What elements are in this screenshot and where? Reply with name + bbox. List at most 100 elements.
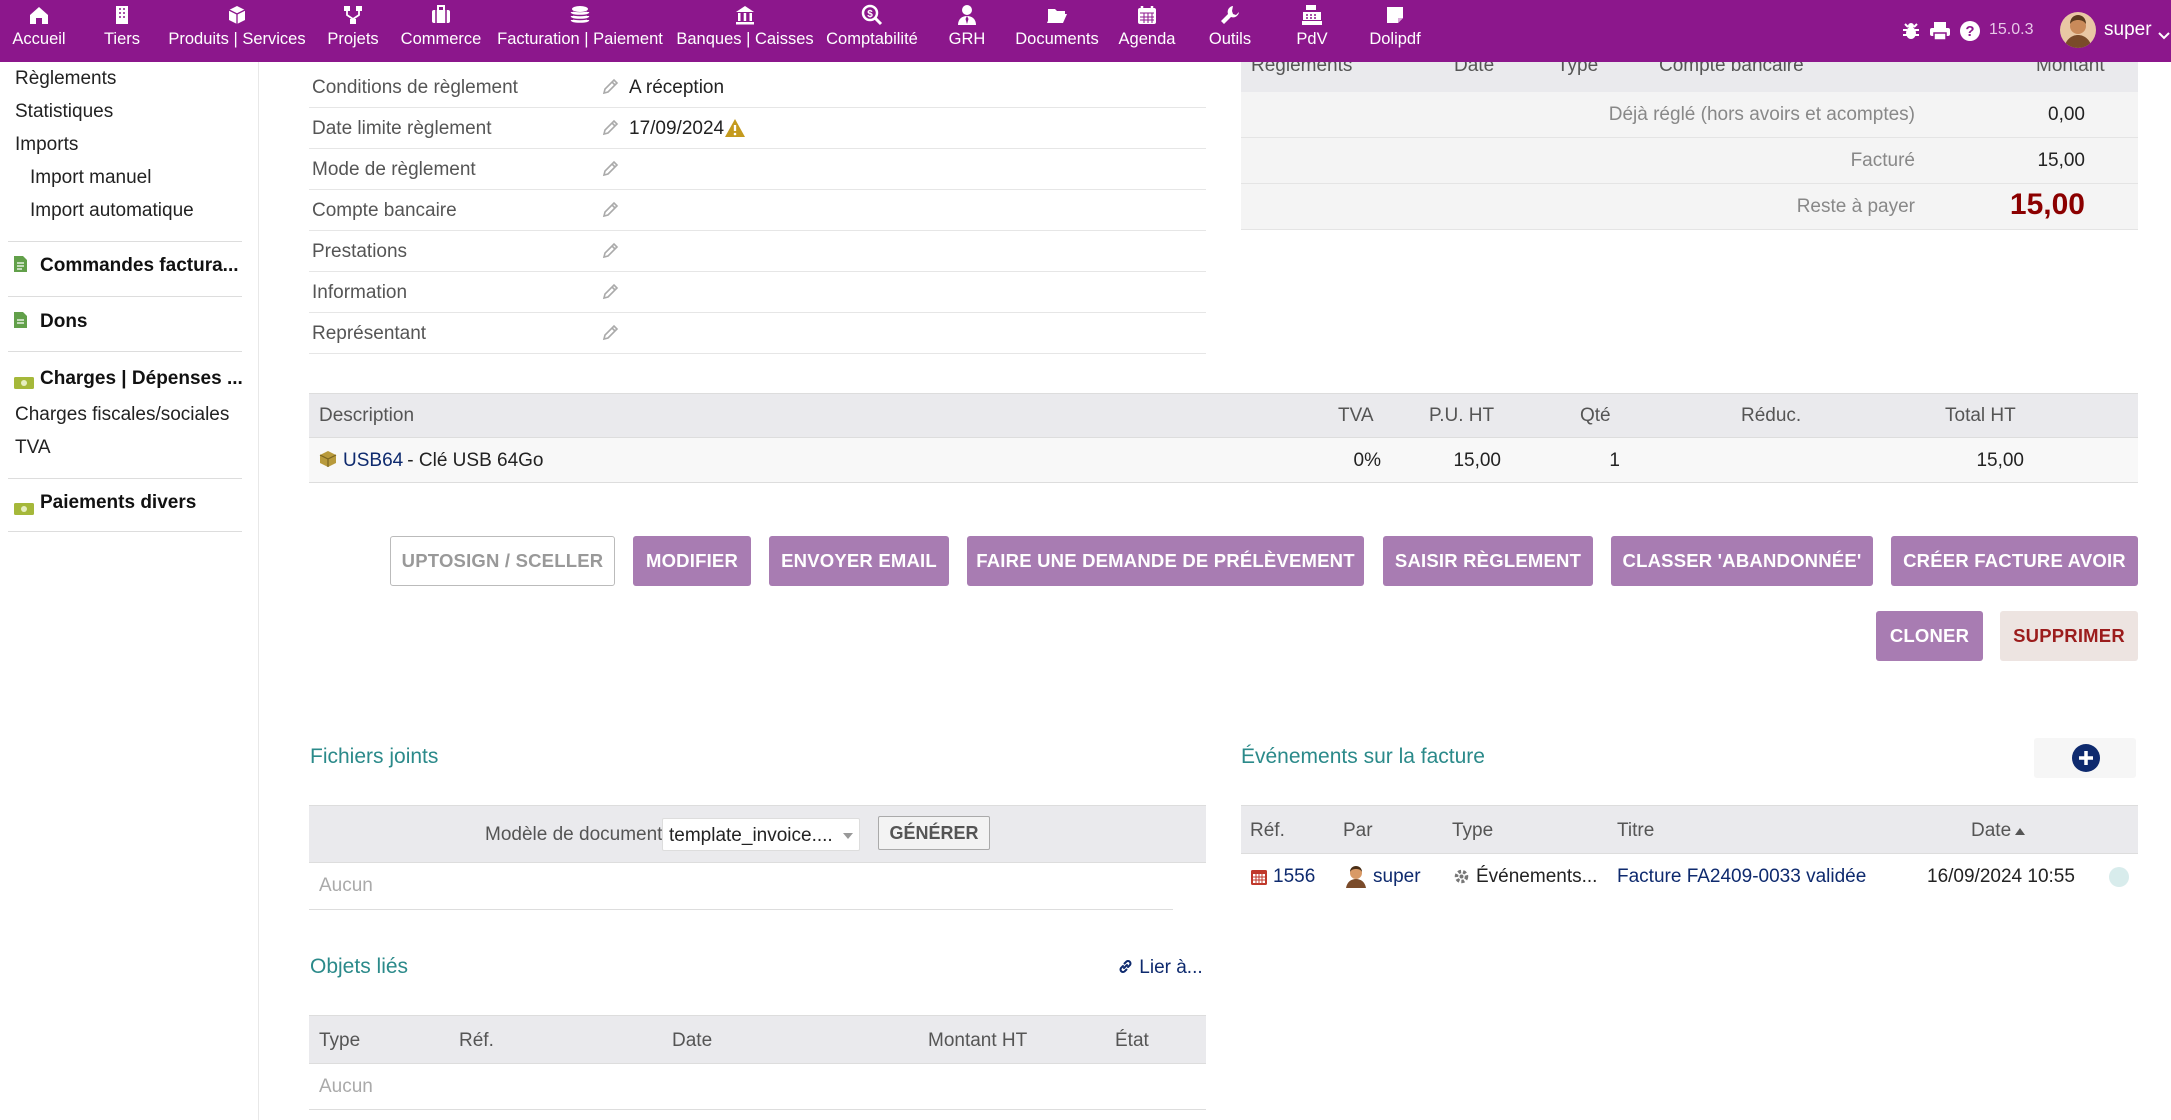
top-menu-item-outils[interactable]: Outils xyxy=(1120,4,1340,49)
lines-col-description: Description xyxy=(319,405,415,426)
sort-asc-icon[interactable] xyxy=(2015,828,2025,835)
product-ref-link[interactable]: USB64 xyxy=(343,450,404,471)
lier-a-text[interactable]: Lier à... xyxy=(1139,957,1203,978)
top-menu-label: Produits | Services xyxy=(168,30,306,48)
home-icon xyxy=(28,4,50,26)
field-row: Compte bancaire xyxy=(309,190,1206,231)
saisir-reglement-button[interactable]: SAISIR RÈGLEMENT xyxy=(1383,536,1593,586)
edit-pencil-icon[interactable] xyxy=(601,119,619,137)
edit-pencil-icon[interactable] xyxy=(601,283,619,301)
top-menu-label: Commerce xyxy=(400,30,482,48)
top-menu-item-banques-caisses[interactable]: Banques | Caisses xyxy=(635,4,855,49)
cloner-button[interactable]: CLONER xyxy=(1876,611,1983,661)
top-menu-label: Documents xyxy=(1015,30,1099,48)
event-user-link[interactable]: super xyxy=(1373,866,1421,887)
add-event-button[interactable] xyxy=(2034,738,2136,778)
creer-avoir-button[interactable]: CRÉER FACTURE AVOIR xyxy=(1891,536,2138,586)
field-row: Information xyxy=(309,272,1206,313)
events-col-ref[interactable]: Réf. xyxy=(1250,820,1285,841)
top-menu-item-pdv[interactable]: PdV xyxy=(1202,4,1422,49)
reste-a-payer-label: Reste à payer xyxy=(1796,196,1915,217)
sidebar-section-charges[interactable]: Charges | Dépenses ... xyxy=(40,368,243,389)
lines-col-pu: P.U. HT xyxy=(1429,405,1495,426)
edit-pencil-icon[interactable] xyxy=(601,242,619,260)
edit-pencil-icon[interactable] xyxy=(601,78,619,96)
top-menu-item-commerce[interactable]: Commerce xyxy=(331,4,551,49)
top-menu-item-facturation-paiement[interactable]: Facturation | Paiement xyxy=(470,4,690,49)
top-menu-item-projets[interactable]: Projets xyxy=(243,4,463,49)
calendar-icon xyxy=(1136,4,1158,26)
top-menu-bar: Accueil Tiers Produits | Services Projets Co… xyxy=(0,0,2171,62)
edit-pencil-icon[interactable] xyxy=(601,160,619,178)
sidebar-divider xyxy=(8,478,242,479)
sidebar-item-statistiques[interactable]: Statistiques xyxy=(15,101,114,122)
events-col-type[interactable]: Type xyxy=(1452,820,1494,841)
demande-prelevement-button[interactable]: FAIRE UNE DEMANDE DE PRÉLÈVEMENT xyxy=(967,536,1364,586)
envoyer-email-button[interactable]: ENVOYER EMAIL xyxy=(769,536,949,586)
sidebar-item-import-manuel[interactable]: Import manuel xyxy=(30,167,152,188)
sidebar-section-dons[interactable]: Dons xyxy=(40,311,88,332)
classer-abandonnee-button[interactable]: CLASSER 'ABANDONNÉE' xyxy=(1611,536,1873,586)
top-menu-item-tiers[interactable]: Tiers xyxy=(12,4,232,49)
model-select[interactable]: template_invoice.... xyxy=(662,818,860,851)
svg-text:?: ? xyxy=(1965,23,1974,40)
calendar-icon xyxy=(1251,868,1267,891)
suitcase-icon xyxy=(430,4,452,26)
chevron-down-icon[interactable] xyxy=(2158,25,2170,40)
sidebar-section-paiements-divers[interactable]: Paiements divers xyxy=(40,492,197,513)
top-menu-item-dolipdf[interactable]: Dolipdf xyxy=(1285,4,1505,49)
top-menu-label: Facturation | Paiement xyxy=(497,30,663,48)
money-bill-icon xyxy=(14,373,34,389)
cash-register-icon xyxy=(1301,4,1323,26)
uptosign-button[interactable]: UPTOSIGN / SCELLER xyxy=(390,536,615,586)
generer-button[interactable]: GÉNÉRER xyxy=(878,816,990,850)
top-menu-label: PdV xyxy=(1296,30,1328,48)
payment-summary-row: Reste à payer 15,00 xyxy=(1241,184,2138,230)
events-col-titre[interactable]: Titre xyxy=(1617,820,1655,841)
sidebar-item-tva[interactable]: TVA xyxy=(15,437,51,458)
evenements-title: Événements sur la facture xyxy=(1241,745,1485,768)
files-empty-text: Aucun xyxy=(319,875,373,896)
events-col-par[interactable]: Par xyxy=(1343,820,1373,841)
sticky-note-icon xyxy=(1384,4,1406,26)
top-menu-label: Banques | Caisses xyxy=(676,30,814,48)
top-menu-item-comptabilit[interactable]: $ Comptabilité xyxy=(762,4,982,49)
events-col-date[interactable]: Date xyxy=(1971,820,2012,841)
svg-text:$: $ xyxy=(867,9,873,20)
help-icon[interactable]: ? xyxy=(1959,20,1981,42)
top-menu-item-documents[interactable]: Documents xyxy=(947,4,1167,49)
print-icon[interactable] xyxy=(1929,21,1951,41)
username-menu[interactable]: super xyxy=(2104,19,2152,40)
top-menu-item-accueil[interactable]: Accueil xyxy=(0,4,149,49)
modifier-button[interactable]: MODIFIER xyxy=(633,536,751,586)
event-ref-link[interactable]: 1556 xyxy=(1273,866,1316,887)
edit-pencil-icon[interactable] xyxy=(601,324,619,342)
top-menu-label: GRH xyxy=(948,30,986,48)
edit-pencil-icon[interactable] xyxy=(601,201,619,219)
sidebar-item-reglements[interactable]: Règlements xyxy=(15,68,117,89)
avatar[interactable] xyxy=(2060,12,2096,48)
event-title-link[interactable]: Facture FA2409-0033 validée xyxy=(1617,866,1867,887)
field-row: Représentant xyxy=(309,313,1206,354)
sidebar-item-charges-fiscales[interactable]: Charges fiscales/sociales xyxy=(15,404,230,425)
top-menu-item-agenda[interactable]: Agenda xyxy=(1037,4,1257,49)
field-label: Prestations xyxy=(312,241,408,262)
payment-summary-row: Déjà réglé (hors avoirs et acomptes) 0,0… xyxy=(1241,92,2138,138)
field-row: Mode de règlement xyxy=(309,149,1206,190)
lier-a-link[interactable]: Lier à... xyxy=(1117,957,1203,979)
cube-icon xyxy=(226,4,248,26)
sidebar-item-import-automatique[interactable]: Import automatique xyxy=(30,200,194,221)
status-badge xyxy=(2109,867,2129,887)
field-label: Compte bancaire xyxy=(312,200,457,221)
product-desc: - Clé USB 64Go xyxy=(402,450,544,471)
facture-label: Facturé xyxy=(1850,150,1915,171)
sidebar-divider xyxy=(8,241,242,242)
bug-icon[interactable] xyxy=(1901,21,1921,41)
top-menu-label: Tiers xyxy=(103,30,141,48)
field-label: Représentant xyxy=(312,323,427,344)
top-menu-item-grh[interactable]: GRH xyxy=(857,4,1077,49)
top-menu-item-produits-services[interactable]: Produits | Services xyxy=(127,4,347,49)
sidebar-section-commandes[interactable]: Commandes factura... xyxy=(40,255,239,276)
sidebar-item-imports[interactable]: Imports xyxy=(15,134,79,155)
supprimer-button[interactable]: SUPPRIMER xyxy=(2000,611,2138,661)
